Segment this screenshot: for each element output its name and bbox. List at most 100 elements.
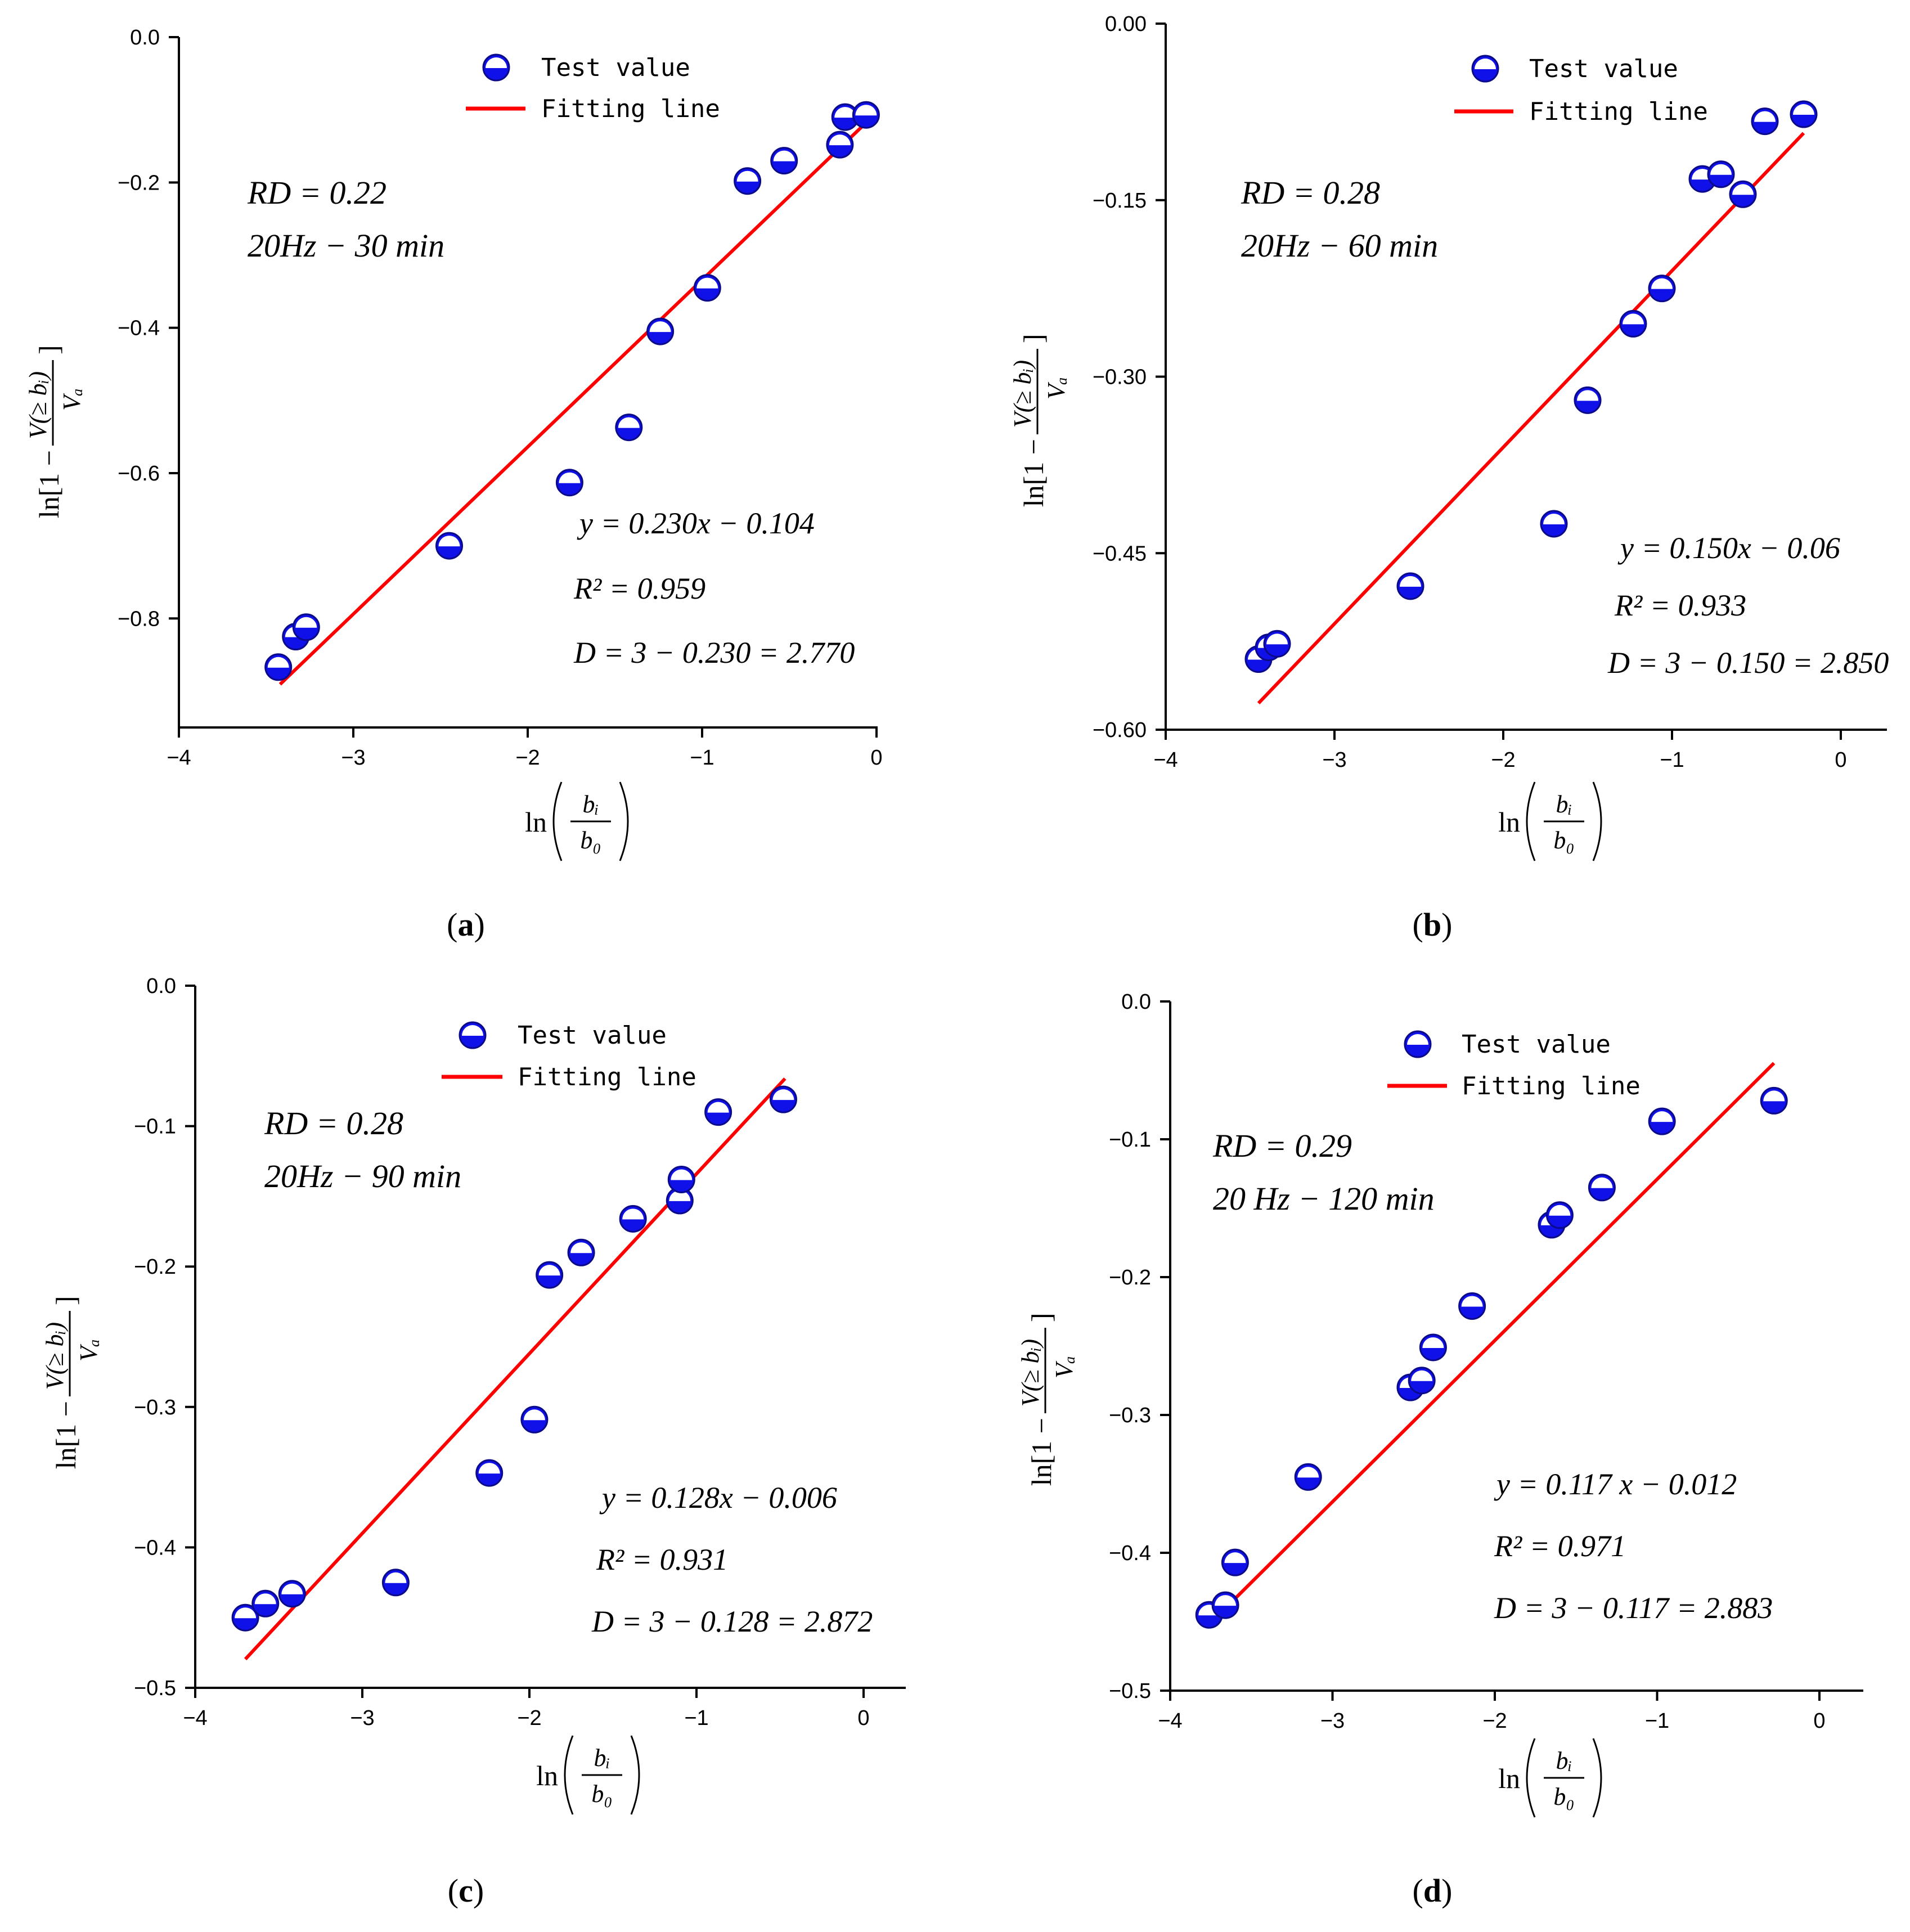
data-point xyxy=(520,1405,549,1434)
data-point xyxy=(1648,1107,1676,1135)
marker-highlight xyxy=(649,321,671,333)
marker-highlight xyxy=(1763,1090,1785,1102)
caption-close: ) xyxy=(1441,906,1452,943)
marker-highlight xyxy=(385,1572,407,1583)
r-squared: R² = 0.971 xyxy=(1494,1529,1626,1563)
marker-highlight xyxy=(462,1025,483,1036)
y-tick-label: −0.4 xyxy=(1109,1542,1151,1565)
caption-letter: a xyxy=(458,906,474,943)
x-tick-label: −1 xyxy=(1645,1709,1669,1733)
data-point xyxy=(1545,1201,1574,1229)
data-point xyxy=(536,1261,564,1289)
y-tick-label: −0.45 xyxy=(1093,542,1147,565)
legend: Test value Fitting line xyxy=(1387,1030,1641,1100)
x-tick-label: −2 xyxy=(1482,1709,1507,1733)
y-tick-label: −0.4 xyxy=(134,1536,176,1560)
x-label-denominator: b₀ xyxy=(591,1780,612,1808)
legend-test-value: Test value xyxy=(518,1021,667,1050)
x-axis-label: ln bᵢ b₀ xyxy=(1498,1738,1602,1818)
y-axis-label: ln[1 − V(≥ bᵢ) Vₐ] xyxy=(1009,334,1070,507)
x-tick-label: −1 xyxy=(684,1706,708,1730)
fitting-line xyxy=(1257,132,1805,705)
y-label-suffix: ] xyxy=(1018,334,1049,343)
marker-highlight xyxy=(1591,1177,1613,1188)
marker-highlight xyxy=(559,472,581,483)
fit-equation: y = 0.128x − 0.006 xyxy=(599,1481,837,1515)
x-tick-label: −4 xyxy=(183,1706,207,1730)
data-point xyxy=(1419,1333,1447,1362)
marker-highlight xyxy=(671,1169,693,1180)
marker-highlight xyxy=(438,536,460,547)
x-label-ln: ln xyxy=(1498,1763,1520,1794)
y-tick-label: −0.5 xyxy=(1109,1679,1151,1703)
x-tick-label: −4 xyxy=(167,746,191,770)
x-label-right-paren xyxy=(619,781,629,861)
fit-equation: y = 0.230x − 0.104 xyxy=(577,506,815,540)
y-label-denominator: Vₐ xyxy=(1042,377,1070,399)
legend-fitting-line: Fitting line xyxy=(541,95,720,123)
x-label-numerator: bᵢ xyxy=(1556,790,1572,818)
caption-close: ) xyxy=(1441,1872,1452,1909)
y-label-prefix: ln[1 − xyxy=(1018,439,1049,507)
data-point xyxy=(1648,275,1676,303)
marker-highlight xyxy=(855,105,877,116)
data-point xyxy=(619,1205,647,1233)
rd-label: RD = 0.22 xyxy=(247,174,387,211)
caption-letter: c xyxy=(459,1872,473,1909)
data-point xyxy=(831,103,859,131)
data-point xyxy=(770,147,798,175)
chart-panel-d: −4 −3 −2 −1 0 0.0 −0.1 −0.2 −0.3 −0.4 −0.5 Test val… xyxy=(1017,990,1863,1909)
x-label-numerator: bᵢ xyxy=(594,1744,610,1772)
r-squared: R² = 0.933 xyxy=(1614,588,1746,622)
caption-close: ) xyxy=(474,906,485,943)
x-label-right-paren xyxy=(630,1735,640,1815)
y-tick-label: −0.60 xyxy=(1093,718,1147,742)
marker-highlight xyxy=(1651,278,1673,289)
y-label-suffix: ] xyxy=(33,345,65,354)
marker-highlight xyxy=(736,170,758,182)
legend-test-value: Test value xyxy=(1462,1030,1611,1059)
marker-highlight xyxy=(772,1089,794,1100)
x-label-left-paren xyxy=(564,1735,574,1815)
y-tick-label: −0.1 xyxy=(134,1115,176,1139)
y-label-numerator: V(≥ bᵢ) xyxy=(41,1322,69,1390)
x-tick-label: 0 xyxy=(857,1706,869,1730)
rd-label: RD = 0.28 xyxy=(1241,174,1380,211)
y-tick-label: −0.30 xyxy=(1093,366,1147,389)
x-label-numerator: bᵢ xyxy=(583,790,599,818)
x-label-ln: ln xyxy=(1498,806,1520,838)
chart-panel-a: −4 −3 −2 −1 0 0.0 −0.2 −0.4 −0.6 −0.8 Test value Fi… xyxy=(24,26,883,943)
data-point xyxy=(264,653,293,681)
x-tick-label: 0 xyxy=(1835,748,1846,772)
x-tick-label: −2 xyxy=(515,746,540,770)
x-tick-label: −3 xyxy=(1320,1709,1345,1733)
y-tick-label: −0.1 xyxy=(1109,1128,1151,1152)
marker-highlight xyxy=(1543,513,1565,524)
marker-highlight xyxy=(1422,1337,1444,1348)
y-tick-label: 0.0 xyxy=(1121,990,1151,1014)
fitting-line xyxy=(278,124,864,686)
caption-open: ( xyxy=(1413,906,1423,943)
y-tick-label: −0.15 xyxy=(1093,189,1147,213)
marker-highlight xyxy=(829,134,851,146)
legend-test-value: Test value xyxy=(541,53,690,82)
data-point xyxy=(666,1187,694,1215)
x-label-ln: ln xyxy=(525,806,547,838)
data-point xyxy=(704,1098,732,1126)
fractal-dimension: D = 3 − 0.230 = 2.770 xyxy=(573,636,855,670)
y-tick-label: −0.3 xyxy=(134,1396,176,1419)
data-point xyxy=(1294,1463,1322,1491)
x-label-left-paren xyxy=(552,781,563,861)
data-point xyxy=(292,613,320,641)
x-label-right-paren xyxy=(1592,781,1602,861)
panel-caption: (c) xyxy=(448,1872,484,1909)
y-label-suffix: ] xyxy=(1026,1313,1057,1322)
x-label-denominator: b₀ xyxy=(1553,1783,1574,1810)
marker-highlight xyxy=(1215,1595,1237,1606)
marker-highlight xyxy=(1400,576,1421,587)
data-point xyxy=(1211,1591,1239,1619)
data-point xyxy=(1588,1174,1616,1202)
r-squared: R² = 0.931 xyxy=(596,1543,728,1576)
caption-open: ( xyxy=(448,1872,459,1909)
data-point xyxy=(555,469,583,497)
